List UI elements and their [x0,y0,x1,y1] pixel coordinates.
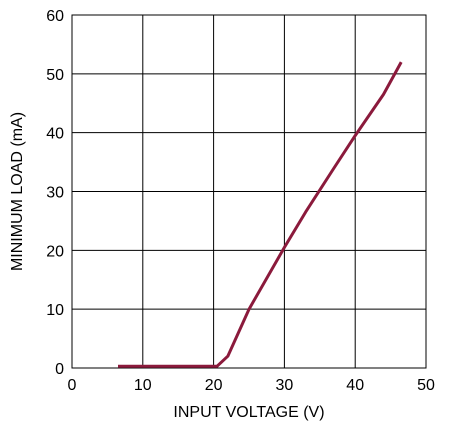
x-tick-label: 0 [68,377,77,394]
y-tick-label: 50 [46,67,64,84]
x-tick-label: 10 [134,377,152,394]
y-tick-label: 20 [46,243,64,260]
x-tick-label: 40 [346,377,364,394]
x-tick-label: 30 [276,377,294,394]
y-tick-labels: 0 10 20 30 40 50 60 [46,8,64,378]
x-tick-label: 50 [417,377,435,394]
grid-lines [71,14,427,369]
y-tick-label: 60 [46,8,64,25]
series-line [118,61,403,368]
x-axis-title: INPUT VOLTAGE (V) [173,404,324,421]
y-tick-label: 0 [55,361,64,378]
series-group [118,61,403,368]
x-tick-label: 20 [205,377,223,394]
y-axis-title: MINIMUM LOAD (mA) [9,112,26,271]
y-tick-label: 40 [46,126,64,143]
y-tick-label: 30 [46,185,64,202]
x-tick-labels: 0 10 20 30 40 50 [68,377,435,394]
y-tick-label: 10 [46,302,64,319]
plot-frame [71,14,427,369]
